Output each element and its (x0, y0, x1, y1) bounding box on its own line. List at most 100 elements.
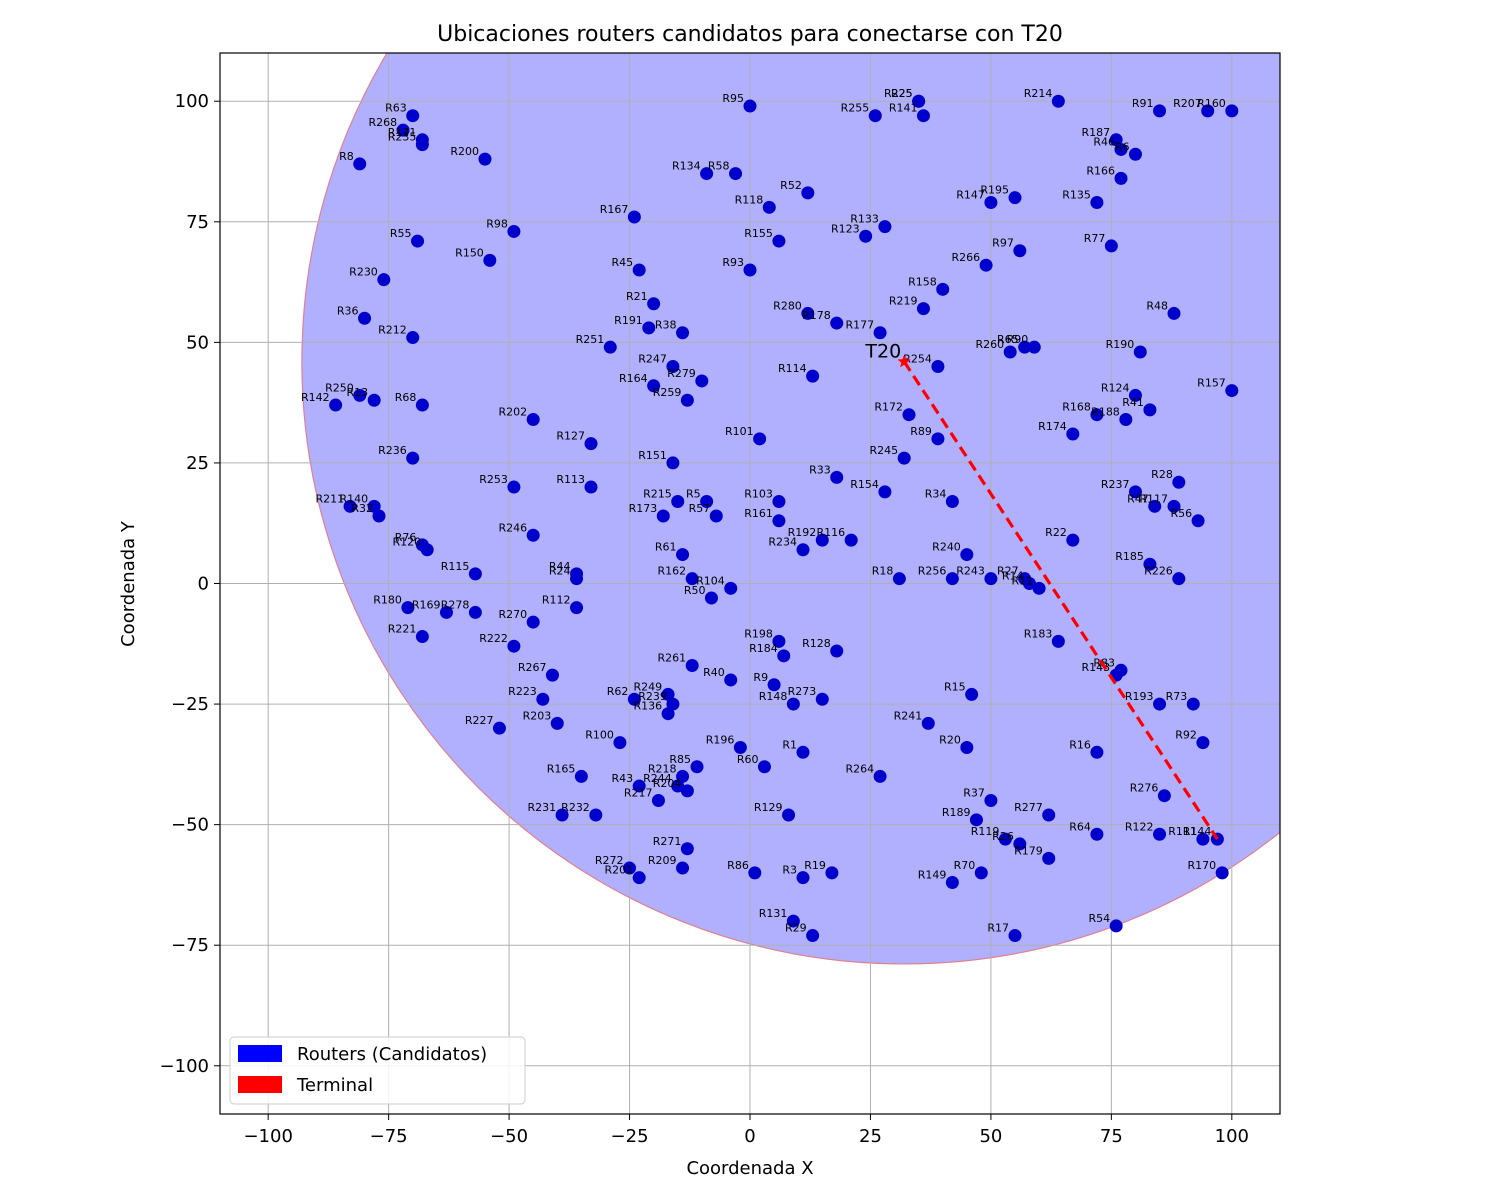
router-label: R148 (759, 690, 788, 703)
router-label: R243 (956, 565, 985, 578)
router-point (661, 707, 675, 721)
router-point (666, 697, 680, 711)
router-point (570, 572, 584, 586)
router-label: R46 (1093, 135, 1115, 148)
router-point (984, 196, 998, 210)
router-label: R9 (753, 671, 768, 684)
legend-label-routers: Routers (Candidatos) (297, 1044, 487, 1065)
router-label: R90 (1007, 333, 1029, 346)
router-point (1148, 499, 1162, 513)
router-label: R27 (997, 565, 1019, 578)
router-point (483, 253, 497, 267)
router-point (767, 678, 781, 692)
router-point (415, 138, 429, 152)
router-label: R217 (624, 787, 653, 800)
router-label: R5 (686, 488, 701, 501)
router-label: R65 (997, 333, 1019, 346)
router-point (1128, 485, 1142, 499)
router-label: R104 (696, 574, 725, 587)
router-point (415, 398, 429, 412)
router-point (680, 393, 694, 407)
router-label: R89 (910, 425, 932, 438)
router-point (1167, 499, 1181, 513)
router-point (1013, 837, 1027, 851)
router-label: R211 (315, 492, 344, 505)
router-label: R33 (809, 463, 831, 476)
router-label: R58 (708, 160, 730, 173)
x-tick-label: −75 (370, 1126, 408, 1147)
router-label: R202 (499, 406, 528, 419)
router-point (844, 533, 858, 547)
router-point (439, 605, 453, 619)
router-label: R17 (987, 922, 1009, 935)
router-label: R92 (1175, 729, 1197, 742)
router-label: R259 (653, 386, 682, 399)
router-label: R6 (1115, 140, 1130, 153)
router-label: R188 (1091, 406, 1120, 419)
router-label: R29 (785, 922, 807, 935)
router-point (873, 326, 887, 340)
chart-title: Ubicaciones routers candidatos para cone… (437, 22, 1063, 47)
router-point (550, 716, 564, 730)
router-label: R179 (1014, 844, 1043, 857)
router-point (545, 668, 559, 682)
router-label: R157 (1197, 377, 1226, 390)
router-label: R77 (1084, 232, 1106, 245)
router-label: R170 (1188, 859, 1217, 872)
router-label: R40 (703, 666, 725, 679)
router-label: R218 (648, 762, 677, 775)
router-point (1109, 133, 1123, 147)
router-point (1042, 851, 1056, 865)
router-label: R144 (1183, 825, 1212, 838)
router-point (801, 186, 815, 200)
router-point (613, 736, 627, 750)
router-point (748, 866, 762, 880)
router-label: R36 (337, 304, 359, 317)
router-label: R164 (619, 372, 648, 385)
router-point (661, 687, 675, 701)
router-label: R266 (951, 251, 980, 264)
router-label: R240 (932, 541, 961, 554)
router-point (1186, 697, 1200, 711)
router-point (507, 639, 521, 653)
router-point (772, 514, 786, 528)
router-label: R246 (499, 521, 528, 534)
router-point (1128, 388, 1142, 402)
router-point (801, 306, 815, 320)
router-label: R155 (744, 227, 773, 240)
router-point (1051, 634, 1065, 648)
router-point (984, 794, 998, 808)
router-point (830, 644, 844, 658)
router-label: R187 (1082, 126, 1111, 139)
router-label: R183 (1024, 627, 1053, 640)
y-tick-label: −25 (171, 694, 209, 715)
y-axis-ticks: −100 −75 −50 −25 0 25 50 75 100 (160, 91, 220, 1077)
router-label: R239 (638, 690, 667, 703)
router-point (680, 842, 694, 856)
router-point (912, 94, 926, 108)
router-point (690, 760, 704, 774)
router-label: R141 (889, 102, 918, 115)
router-label: R1 (782, 738, 797, 751)
x-tick-label: −50 (490, 1126, 528, 1147)
router-point (931, 359, 945, 373)
router-point (1215, 866, 1229, 880)
terminal-star (897, 354, 911, 368)
router-point (676, 861, 690, 875)
router-label: R272 (595, 854, 624, 867)
router-point (468, 605, 482, 619)
router-label: R37 (963, 787, 985, 800)
router-point (1090, 827, 1104, 841)
router-point (1008, 929, 1022, 943)
router-label: R133 (850, 213, 879, 226)
router-label: R165 (547, 762, 576, 775)
router-label: R203 (523, 709, 552, 722)
router-point (1032, 581, 1046, 595)
router-label: R190 (1106, 338, 1135, 351)
router-point (1143, 557, 1157, 571)
router-label: R158 (908, 275, 937, 288)
router-label: R45 (612, 256, 634, 269)
router-point (998, 832, 1012, 846)
router-point (806, 369, 820, 383)
